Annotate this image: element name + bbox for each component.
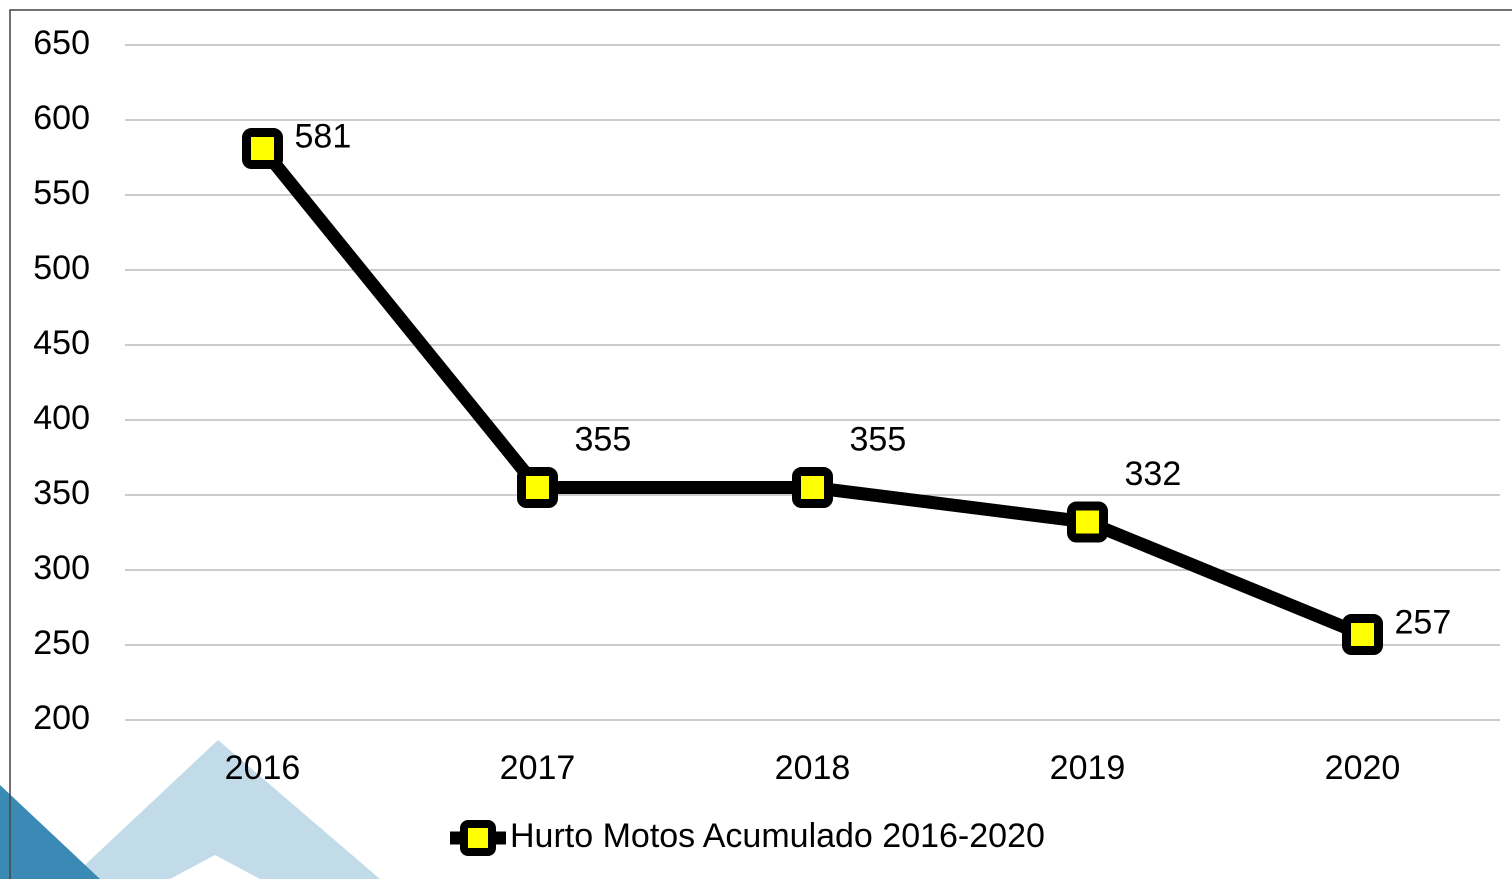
y-tick-label: 400: [33, 399, 90, 437]
legend-marker: [460, 820, 496, 856]
y-tick-label: 350: [33, 474, 90, 512]
data-point: [517, 467, 558, 508]
decoration: [70, 740, 380, 879]
frame: [9, 9, 1512, 879]
x-tick-label: 2020: [1325, 749, 1401, 787]
series-line: [257, 144, 1365, 641]
y-tick-label: 200: [33, 699, 90, 737]
data-point: [1067, 501, 1108, 543]
y-tick-label: 550: [33, 174, 90, 212]
data-point: [242, 128, 283, 169]
decoration: [0, 785, 100, 879]
y-tick-label: 450: [33, 324, 90, 362]
y-tick-label: 500: [33, 249, 90, 287]
x-tick-label: 2016: [225, 749, 301, 787]
x-tick-label: 2017: [500, 749, 576, 787]
data-point: [1342, 614, 1383, 655]
y-tick-label: 650: [33, 24, 90, 62]
data-label: 355: [850, 420, 907, 458]
decoration: [170, 855, 260, 879]
y-tick-label: 300: [33, 549, 90, 587]
data-label: 257: [1395, 603, 1452, 641]
x-tick-label: 2019: [1050, 749, 1126, 787]
x-tick-label: 2018: [775, 749, 851, 787]
data-label: 581: [295, 117, 352, 155]
data-label: 355: [575, 420, 632, 458]
data-point: [792, 467, 833, 508]
data-label: 332: [1125, 455, 1182, 493]
y-tick-label: 250: [33, 624, 90, 662]
legend-label: Hurto Motos Acumulado 2016-2020: [510, 817, 1045, 855]
y-tick-label: 600: [33, 99, 90, 137]
